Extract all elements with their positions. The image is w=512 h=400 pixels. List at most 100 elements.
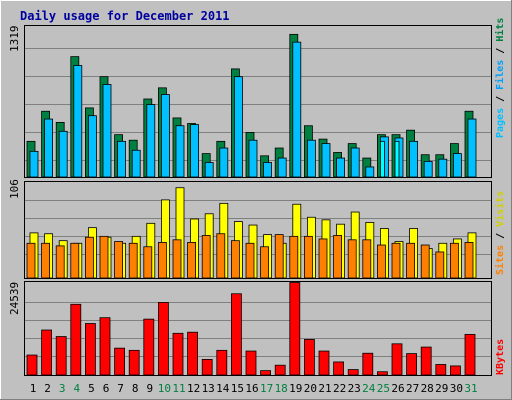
kbytes-bar-day-18	[274, 364, 286, 376]
files-bar-day-23	[350, 147, 360, 178]
sites-bar-day-10	[157, 242, 167, 279]
kbytes-bar-day-4	[70, 303, 82, 376]
sites-bar-day-31	[464, 242, 474, 279]
hits-panel-ymax: 1319	[8, 26, 21, 53]
kbytes-bar-day-31	[464, 333, 476, 376]
files-bar-day-4	[73, 65, 83, 178]
kbytes-bar-day-5	[85, 323, 96, 376]
sites-bar-day-28	[420, 244, 430, 279]
sites-bar-day-25	[376, 244, 386, 279]
sites-bar-day-4	[70, 242, 80, 279]
sites-bar-day-26	[391, 242, 401, 279]
day-label-27: 27	[406, 382, 419, 395]
legend-separator-2: /	[495, 42, 506, 60]
kbytes-bar-day-22	[333, 361, 345, 376]
sites-bar-day-12	[187, 242, 197, 279]
day-label-20: 20	[304, 382, 317, 395]
sites-bar-day-5	[85, 236, 94, 279]
kbytes-bar-day-6	[99, 317, 111, 376]
files-bar-day-30	[452, 153, 462, 178]
files-bar-day-14	[219, 147, 229, 178]
kbytes-panel-ymax: 24539	[8, 282, 21, 315]
kbytes-bar-day-8	[128, 349, 140, 376]
files-bar-day-21	[321, 143, 331, 178]
files-bar-day-24	[365, 166, 375, 178]
kbytes-bar-day-7	[114, 347, 125, 376]
day-label-14: 14	[216, 382, 230, 395]
day-label-28: 28	[421, 382, 434, 395]
kbytes-bar-day-1	[26, 354, 38, 376]
kbytes-bar-day-14	[216, 349, 228, 376]
files-bar-day-11	[175, 125, 185, 178]
visits-panel-ymax: 106	[8, 179, 21, 199]
sites-bar-day-7	[114, 241, 123, 279]
day-label-3: 3	[59, 382, 66, 395]
kbytes-bar-day-15	[230, 293, 242, 376]
legend-kbytes: KBytes	[495, 339, 506, 375]
files-bar-day-10	[160, 94, 170, 178]
sites-bar-day-23	[347, 239, 357, 279]
kbytes-bar-day-13	[201, 359, 213, 376]
sites-bar-day-9	[143, 246, 153, 279]
files-bar-day-27	[409, 140, 419, 178]
day-label-22: 22	[333, 382, 346, 395]
day-label-11: 11	[172, 382, 185, 395]
day-label-30: 30	[450, 382, 463, 395]
pages-bar-day-26	[394, 140, 400, 178]
legend-hits: Hits	[494, 18, 506, 42]
sites-bar-day-13	[201, 235, 211, 279]
legend-files: Files	[494, 60, 506, 90]
files-bar-day-28	[423, 160, 433, 178]
kbytes-bar-day-29	[435, 364, 447, 376]
kbytes-bar-day-20	[303, 339, 315, 376]
sites-bar-day-18	[274, 234, 284, 279]
kbytes-bar-day-23	[347, 369, 359, 376]
files-bar-day-29	[438, 158, 448, 178]
chart-title: Daily usage for December 2011	[20, 9, 230, 23]
kbytes-bar-day-27	[406, 353, 418, 376]
kbytes-bar-day-11	[172, 332, 184, 376]
sites-bar-day-17	[260, 246, 270, 279]
day-label-8: 8	[132, 382, 139, 395]
sites-bar-day-19	[289, 235, 299, 279]
sites-bar-day-14	[216, 233, 226, 279]
files-bar-day-12	[190, 124, 200, 178]
files-bar-day-16	[248, 139, 258, 178]
sites-bar-day-15	[230, 240, 240, 279]
kbytes-bar-day-2	[41, 329, 52, 376]
day-label-25: 25	[377, 382, 390, 395]
day-label-13: 13	[202, 382, 215, 395]
kbytes-bar-day-12	[187, 331, 199, 376]
files-bar-day-20	[306, 139, 316, 178]
files-bar-day-18	[277, 157, 287, 178]
files-bar-day-3	[58, 130, 68, 178]
files-bar-day-17	[263, 162, 273, 178]
files-bar-day-9	[146, 104, 156, 178]
x-axis-day-labels: 1 2 3 4 5 6 7 8 9 10 11 12 13 14 15 16 17 18 19 20 21 22 23 24 2…	[30, 382, 478, 395]
sites-bar-day-30	[449, 242, 459, 279]
sites-bar-day-8	[128, 242, 138, 279]
kbytes-bar-day-16	[245, 350, 257, 376]
kbytes-bar-day-24	[362, 352, 374, 376]
legend-visits: Visits	[494, 191, 506, 227]
day-label-7: 7	[117, 382, 124, 395]
kbytes-bar-day-3	[55, 336, 67, 376]
files-bar-day-13	[204, 162, 214, 178]
sites-bar-day-22	[333, 235, 343, 279]
day-label-24: 24	[362, 382, 376, 395]
files-bar-day-1	[29, 150, 39, 178]
sites-bar-day-24	[362, 239, 372, 279]
kbytes-bar-day-26	[391, 343, 403, 376]
kbytes-bar-day-19	[289, 282, 301, 376]
day-label-5: 5	[88, 382, 95, 395]
files-bar-day-6	[102, 84, 112, 178]
day-label-21: 21	[318, 382, 331, 395]
files-bar-day-15	[233, 76, 243, 178]
day-label-19: 19	[289, 382, 302, 395]
files-bar-day-5	[88, 115, 97, 178]
day-label-29: 29	[435, 382, 448, 395]
files-bar-day-8	[131, 149, 141, 178]
sites-bar-day-3	[55, 245, 65, 279]
files-bar-day-31	[467, 118, 477, 178]
